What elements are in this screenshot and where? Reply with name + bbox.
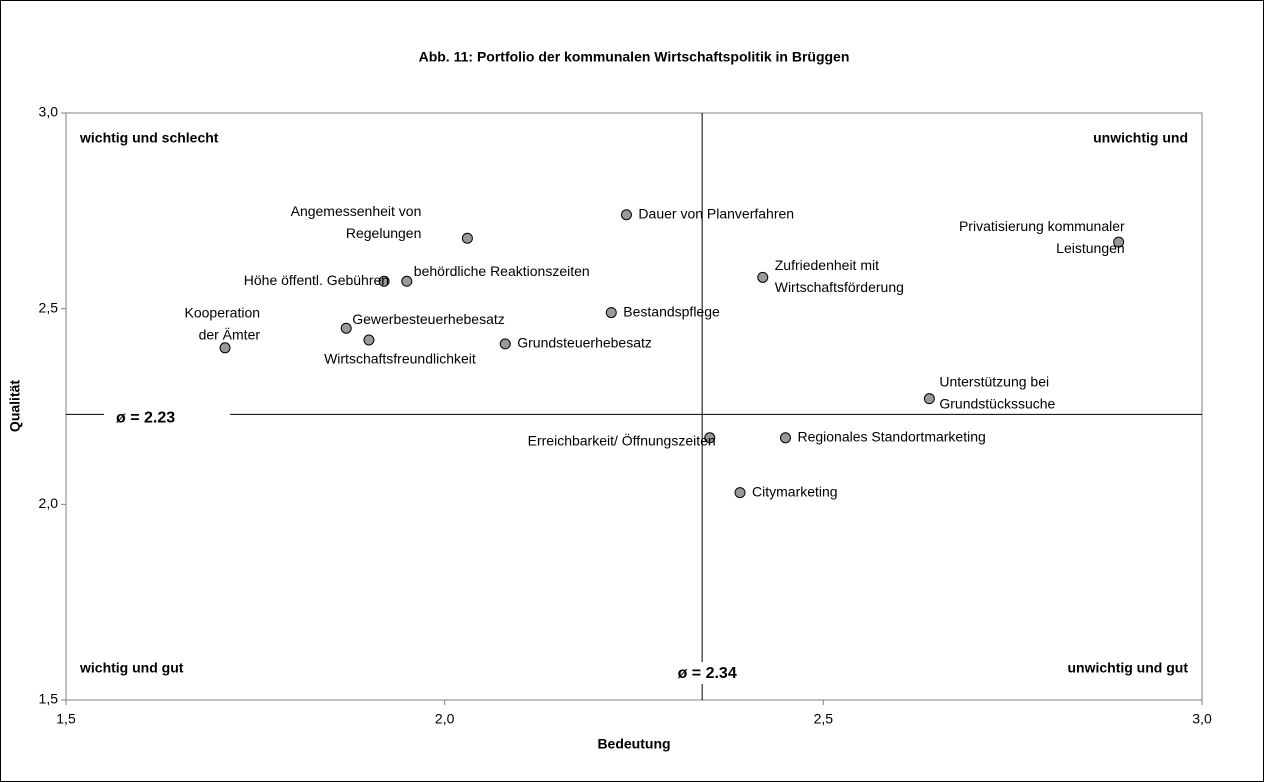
y-axis-label: Qualität [7,380,23,432]
quadrant-label: wichtig und gut [79,660,184,676]
point-label: Zufriedenheit mit [775,257,879,273]
quadrant-label: unwichtig und [1093,130,1188,146]
point-label: Wirtschaftsförderung [775,279,904,295]
point [378,275,390,287]
x-axis-label: Bedeutung [597,736,670,752]
point-label: Regionales Standortmarketing [797,429,985,445]
point [499,338,511,350]
point-label: Leistungen [1056,240,1125,256]
mean-label: ø = 2.34 [678,665,737,682]
point-label: der Ämter [199,327,261,343]
point-label: Bestandspflege [623,303,720,319]
point [704,432,716,444]
label-bg [676,662,739,684]
point [605,307,617,319]
label-bg [104,403,230,426]
point-label: Grundstückssuche [939,395,1055,411]
quadrant-label: unwichtig und gut [1067,660,1188,676]
point-label: Privatisierung kommunaler [959,218,1125,234]
point-label: Kooperation [185,305,261,321]
point [1113,236,1125,248]
y-tick-label: 1,5 [39,691,59,707]
point-label: Höhe öffentl. Gebühren [244,272,389,288]
point [363,334,375,346]
y-tick-label: 3,0 [39,104,59,120]
point [219,342,231,354]
point [620,209,632,221]
point-label: Dauer von Planverfahren [638,205,794,221]
point [340,322,352,334]
point [757,271,769,283]
x-tick-label: 2,5 [814,711,834,727]
point-label: Unterstützung bei [939,373,1049,389]
point-label: Regelungen [346,225,422,241]
mean-label: ø = 2.23 [116,410,175,427]
point [779,432,791,444]
x-tick-label: 1,5 [56,711,76,727]
x-tick-label: 3,0 [1192,711,1212,727]
point-label: Grundsteuerhebesatz [517,335,652,351]
plot-area [65,112,1203,701]
point [923,393,935,405]
chart-title: Abb. 11: Portfolio der kommunalen Wirtsc… [419,49,850,65]
point [461,232,473,244]
y-tick-label: 2,0 [39,495,59,511]
point-label: Wirtschaftsfreundlichkeit [324,351,476,367]
point-label: behördliche Reaktionszeiten [414,263,590,279]
point-label: Gewerbesteuerhebesatz [352,311,505,327]
point-label: Erreichbarkeit/ Öffnungszeiten [528,432,716,449]
point [734,487,746,499]
x-tick-label: 2,0 [435,711,455,727]
point [401,275,413,287]
point-label: Citymarketing [752,483,838,499]
quadrant-label: wichtig und schlecht [79,130,219,146]
y-tick-label: 2,5 [39,299,59,315]
point-label: Angemessenheit von [291,203,422,219]
